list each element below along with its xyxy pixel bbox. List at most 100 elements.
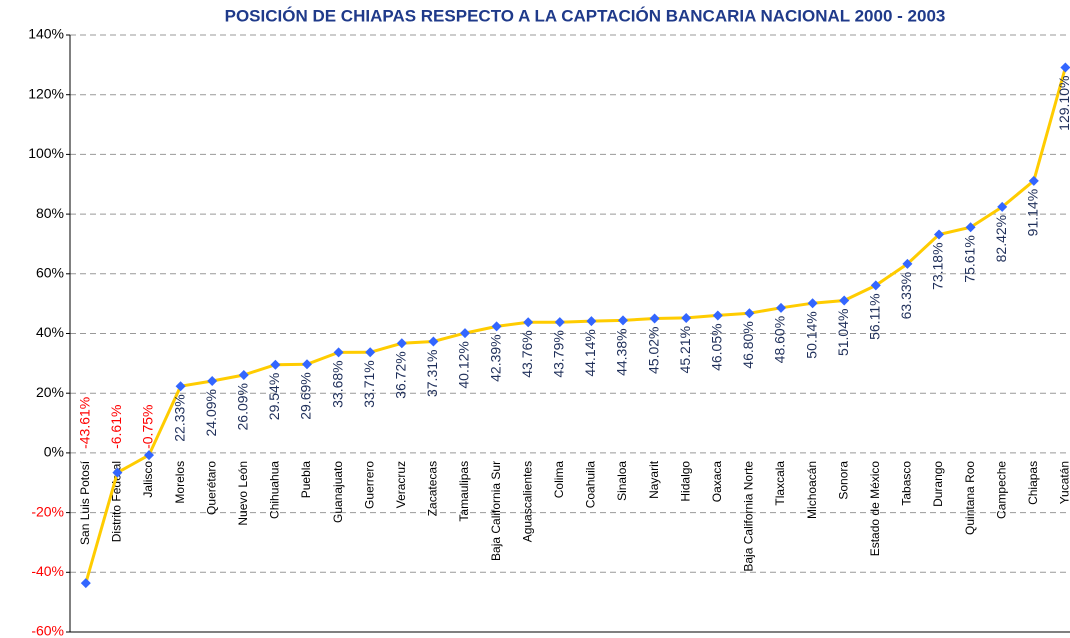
- data-label: 75.61%: [961, 235, 977, 282]
- x-tick-label: Chihuahua: [268, 461, 282, 519]
- data-label: 44.38%: [614, 328, 630, 375]
- marker: [365, 347, 376, 358]
- data-label: 40.12%: [456, 341, 472, 388]
- marker: [839, 295, 850, 306]
- x-tick-label: Sinaloa: [615, 461, 629, 501]
- marker: [396, 338, 407, 349]
- data-label: 45.02%: [645, 327, 661, 374]
- data-label: 43.79%: [551, 330, 567, 377]
- marker: [902, 258, 913, 269]
- x-tick-label: Puebla: [299, 461, 313, 499]
- x-tick-label: Durango: [931, 461, 945, 507]
- x-tick-label: Sonora: [836, 461, 850, 500]
- data-label: 44.14%: [582, 329, 598, 376]
- data-label: -6.61%: [108, 405, 124, 449]
- x-tick-label: Campeche: [994, 461, 1008, 519]
- y-tick-label: 0%: [44, 444, 64, 460]
- marker: [776, 302, 786, 313]
- x-tick-label: Baja California Norte: [742, 461, 756, 572]
- marker: [618, 315, 628, 326]
- marker: [80, 578, 91, 589]
- marker: [997, 201, 1008, 212]
- x-tick-label: Colima: [552, 461, 566, 499]
- y-tick-label: 40%: [36, 324, 64, 340]
- x-tick-label: Tamaulipas: [457, 461, 471, 522]
- x-tick-label: San Luis Potosí: [78, 460, 92, 545]
- marker: [807, 298, 818, 309]
- marker: [333, 347, 344, 358]
- y-tick-label: -20%: [31, 503, 64, 519]
- y-tick-label: 20%: [36, 384, 64, 400]
- marker: [744, 308, 755, 319]
- data-label: 129.10%: [1056, 76, 1070, 131]
- data-label: 56.11%: [867, 293, 883, 339]
- data-label: 51.04%: [835, 309, 851, 356]
- marker: [238, 370, 249, 381]
- data-label: -0.75%: [140, 405, 156, 449]
- data-label: 45.21%: [677, 326, 693, 373]
- data-label: 33.71%: [361, 360, 377, 407]
- x-tick-label: Aguascalientes: [520, 461, 534, 542]
- marker: [934, 229, 944, 240]
- y-tick-label: 80%: [36, 205, 64, 221]
- marker: [207, 375, 218, 386]
- x-tick-label: Distrito Federal: [110, 461, 124, 542]
- marker: [586, 316, 597, 327]
- data-label: 37.31%: [424, 350, 440, 397]
- x-tick-label: Quintana Roo: [963, 461, 977, 535]
- x-tick-label: Nuevo León: [236, 461, 250, 526]
- x-tick-label: Estado de México: [868, 461, 882, 557]
- y-tick-label: -40%: [31, 563, 64, 579]
- marker: [554, 317, 565, 328]
- data-label: 33.68%: [329, 360, 345, 407]
- marker: [428, 336, 439, 347]
- y-tick-label: 120%: [28, 85, 64, 101]
- marker: [491, 321, 502, 332]
- data-label: 82.42%: [993, 215, 1009, 262]
- x-tick-label: Tlaxcala: [773, 461, 787, 506]
- y-tick-label: 140%: [28, 26, 64, 42]
- x-tick-label: Morelos: [173, 461, 187, 504]
- x-tick-label: Michoacán: [805, 461, 819, 519]
- x-tick-label: Baja California Sur: [489, 461, 503, 561]
- data-label: 46.80%: [740, 321, 756, 368]
- data-label: 29.54%: [266, 373, 282, 420]
- x-tick-label: Guerrero: [362, 461, 376, 509]
- data-label: 29.69%: [298, 372, 314, 419]
- x-tick-label: Veracruz: [394, 461, 408, 508]
- data-label: 43.76%: [519, 330, 535, 377]
- data-label: 36.72%: [393, 351, 409, 398]
- marker: [175, 381, 186, 392]
- y-tick-label: -60%: [31, 623, 64, 638]
- marker: [649, 313, 660, 324]
- data-line: [84, 67, 1067, 584]
- y-tick-label: 100%: [28, 145, 64, 161]
- data-label: -43.61%: [77, 397, 93, 449]
- x-tick-label: Zacatecas: [426, 461, 440, 516]
- marker: [1060, 62, 1070, 73]
- x-tick-label: Querétaro: [204, 461, 218, 515]
- x-tick-label: Jalisco: [141, 461, 155, 498]
- data-label: 42.39%: [487, 334, 503, 381]
- data-label: 48.60%: [772, 316, 788, 363]
- marker: [965, 222, 976, 233]
- chart-title: POSICIÓN DE CHIAPAS RESPECTO A LA CAPTAC…: [225, 6, 946, 25]
- marker: [712, 310, 723, 321]
- x-tick-label: Tabasco: [900, 461, 914, 506]
- x-tick-label: Yucatán: [1058, 461, 1070, 504]
- x-tick-label: Hidalgo: [678, 461, 692, 502]
- data-label: 73.18%: [930, 242, 946, 289]
- marker: [112, 467, 123, 478]
- data-label: 26.09%: [235, 383, 251, 430]
- x-tick-label: Guanajuato: [331, 461, 345, 523]
- y-tick-label: 60%: [36, 265, 64, 281]
- data-label: 91.14%: [1025, 189, 1041, 236]
- data-label: 22.33%: [171, 394, 187, 441]
- x-tick-label: Oaxaca: [710, 461, 724, 503]
- x-tick-label: Coahuila: [584, 461, 598, 509]
- data-label: 24.09%: [203, 389, 219, 436]
- marker: [870, 280, 881, 291]
- data-label: 50.14%: [803, 311, 819, 358]
